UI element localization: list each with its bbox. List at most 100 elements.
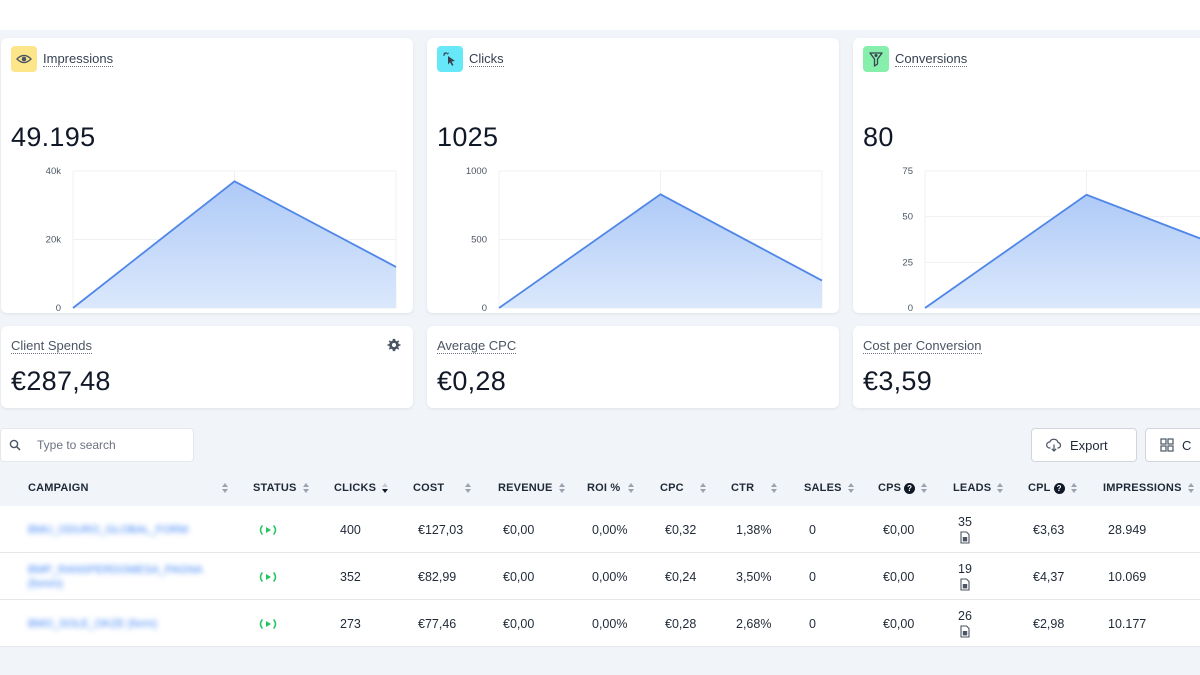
cost-per-conversion-value: €3,59 [863,366,933,396]
header-campaign[interactable]: CAMPAIGN [28,472,228,504]
average-cpc-title[interactable]: Average CPC [437,338,517,354]
leads-cell: 19 [958,553,972,600]
table-body: BMU_ODURO_GLOBAL_FORM 400 €127,03 €0,00 … [0,506,1200,647]
document-icon[interactable] [960,625,970,638]
area-fill [499,194,822,308]
cpc-cell: €0,24 [665,569,697,584]
table-row[interactable]: BMP_RANSPERDOMESA_PAGNA (fomm) 352 €82,9… [0,553,1200,600]
campaign-link[interactable]: BMU_ODURO_GLOBAL_FORM [28,523,189,536]
header-impressions[interactable]: IMPRESSIONS [1103,472,1194,504]
header-sales[interactable]: SALES [804,472,854,504]
document-icon[interactable] [960,578,970,591]
roi-cell: 0,00% [592,522,628,537]
cursor-click-icon [437,46,463,72]
series-line[interactable] [72,180,397,309]
sales-cell: 0 [809,616,816,631]
y-tick-label: 50 [902,212,913,223]
clicks-card: Clicks 1025 1000 500 0 09 Dec - 15 Dec 16 De… [427,38,839,313]
impressions-title[interactable]: Impressions [43,51,114,67]
header-cps[interactable]: CPS? [878,472,928,504]
header-ctr[interactable]: CTR [731,472,777,504]
area-fill [925,194,1200,308]
y-tick-label: 0 [482,303,487,313]
client-spends-title[interactable]: Client Spends [11,338,92,354]
conversions-value: 80 [863,122,894,152]
revenue-cell: €0,00 [503,569,535,584]
table-row[interactable]: BMO_SOLE_OKZE (form) 273 €77,46 €0,00 0,… [0,600,1200,647]
cost-cell: €82,99 [418,569,457,584]
cps-cell: €0,00 [883,569,915,584]
series-line[interactable] [498,193,823,309]
header-revenue[interactable]: REVENUE [498,472,565,504]
y-tick-label: 0 [56,303,61,313]
cpl-cell: €4,37 [1033,569,1065,584]
sales-cell: 0 [809,522,816,537]
impressions-cell: 28.949 [1108,522,1147,537]
impressions-value: 49.195 [11,122,96,152]
live-status-icon [259,618,277,629]
impressions-cell: 10.177 [1108,616,1147,631]
header-cpl[interactable]: CPL? [1028,472,1077,504]
ctr-cell: 2,68% [736,616,772,631]
live-status-icon [259,571,277,582]
cpc-cell: €0,28 [665,616,697,631]
status-cell [258,600,278,647]
conversions-title[interactable]: Conversions [895,51,968,67]
grid-icon [1160,438,1174,452]
search-input[interactable] [37,438,177,452]
roi-cell: 0,00% [592,569,628,584]
header-status[interactable]: STATUS [253,472,309,504]
top-band [0,0,1200,30]
header-leads[interactable]: LEADS [953,472,1004,504]
status-cell [258,553,278,600]
y-tick-label: 1000 [466,166,487,177]
average-cpc-card: Average CPC €0,28 [427,326,839,408]
table-row[interactable]: BMU_ODURO_GLOBAL_FORM 400 €127,03 €0,00 … [0,506,1200,553]
help-icon[interactable]: ? [1053,482,1065,494]
cps-cell: €0,00 [883,522,915,537]
cost-per-conversion-title[interactable]: Cost per Conversion [863,338,982,354]
conversions-card: Conversions 80 75 50 25 0 09 Dec - 15 Dec 16 … [853,38,1200,313]
clicks-title[interactable]: Clicks [469,51,504,67]
header-cost[interactable]: COST [413,472,471,504]
funnel-icon [863,46,889,72]
y-tick-label: 0 [908,303,913,313]
campaign-link[interactable]: BMO_SOLE_OKZE (form) [28,617,157,630]
sales-cell: 0 [809,569,816,584]
ctr-cell: 1,38% [736,522,772,537]
client-spends-value: €287,48 [11,366,111,396]
y-tick-label: 25 [902,257,913,268]
clicks-cell: 400 [340,522,361,537]
columns-label: C [1182,437,1192,453]
document-icon[interactable] [960,531,970,544]
campaign-link[interactable]: BMP_RANSPERDOMESA_PAGNA (fomm) [28,563,203,590]
average-cpc-value: €0,28 [437,366,507,396]
revenue-cell: €0,00 [503,616,535,631]
client-spends-card: Client Spends €287,48 [1,326,413,408]
status-cell [258,506,278,553]
header-clicks[interactable]: CLICKS [334,472,389,504]
roi-cell: 0,00% [592,616,628,631]
impressions-card: Impressions 49.195 40k 20k 0 09 Dec - 15 De… [1,38,413,313]
gear-icon[interactable] [387,338,401,352]
series-line[interactable] [924,193,1200,309]
y-tick-label: 20k [46,235,62,246]
export-button[interactable]: Export [1031,428,1137,462]
header-cpc[interactable]: CPC [660,472,706,504]
header-roi[interactable]: ROI % [587,472,634,504]
table-header: CAMPAIGN STATUS CLICKS COST REVENUE ROI … [0,472,1200,504]
live-status-icon [259,524,277,535]
search-box [0,428,194,462]
help-icon[interactable]: ? [904,482,916,494]
cost-per-conversion-card: Cost per Conversion €3,59 [853,326,1200,408]
revenue-cell: €0,00 [503,522,535,537]
columns-button[interactable]: C [1145,428,1200,462]
cpl-cell: €2,98 [1033,616,1065,631]
cost-cell: €127,03 [418,522,464,537]
cpl-cell: €3,63 [1033,522,1065,537]
area-fill [73,181,396,308]
y-tick-label: 500 [471,235,487,246]
